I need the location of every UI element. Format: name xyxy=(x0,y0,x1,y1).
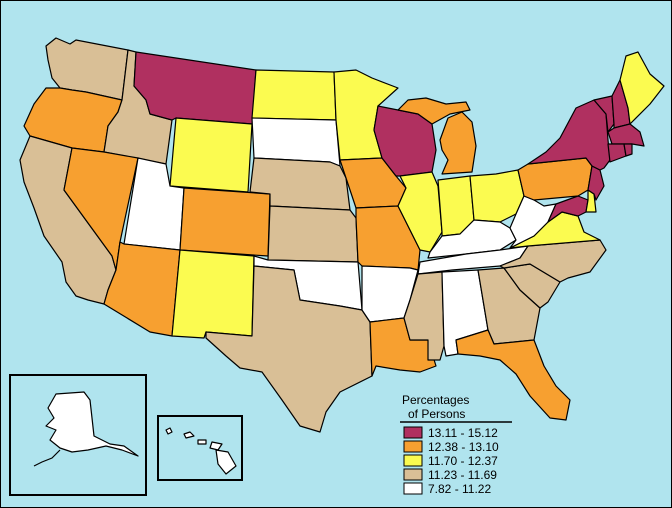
legend-label-4: 11.23 - 11.69 xyxy=(428,468,497,482)
state-florida xyxy=(455,329,571,421)
state-michigan xyxy=(439,111,477,175)
legend-swatch-5 xyxy=(403,482,423,495)
legend: Percentages of Persons 13.11 - 15.1212.3… xyxy=(400,393,512,496)
legend-swatch-4 xyxy=(403,468,423,481)
state-montana xyxy=(133,51,257,125)
legend-swatch-2 xyxy=(403,440,423,453)
state-maine xyxy=(619,51,665,125)
state-north-dakota xyxy=(251,69,337,121)
state-maryland xyxy=(547,195,589,223)
legend-label-5: 7.82 - 11.22 xyxy=(428,482,491,496)
state-alaska xyxy=(45,391,139,457)
legend-title-line1: Percentages xyxy=(402,393,469,407)
state-colorado xyxy=(179,187,271,257)
state-new-mexico xyxy=(171,249,255,339)
state-hawaii xyxy=(165,427,237,475)
state-new-york xyxy=(527,99,611,171)
state-wyoming xyxy=(169,117,253,193)
legend-swatch-1 xyxy=(403,426,423,439)
legend-label-1: 13.11 - 15.12 xyxy=(428,426,498,440)
legend-label-3: 11.70 - 12.37 xyxy=(428,454,498,468)
legend-swatch-3 xyxy=(403,454,423,467)
legend-title-line2: of Persons xyxy=(408,407,465,421)
state-kansas xyxy=(267,205,359,263)
legend-label-2: 12.38 - 13.10 xyxy=(428,440,499,454)
state-connecticut xyxy=(607,143,627,163)
state-texas xyxy=(205,265,373,433)
state-michigan-upper xyxy=(397,97,471,125)
alaska-aleutian-chain xyxy=(33,449,61,467)
state-vermont xyxy=(593,95,615,133)
state-illinois xyxy=(397,171,443,253)
state-north-carolina xyxy=(499,239,607,283)
state-rhode-island xyxy=(623,143,633,157)
